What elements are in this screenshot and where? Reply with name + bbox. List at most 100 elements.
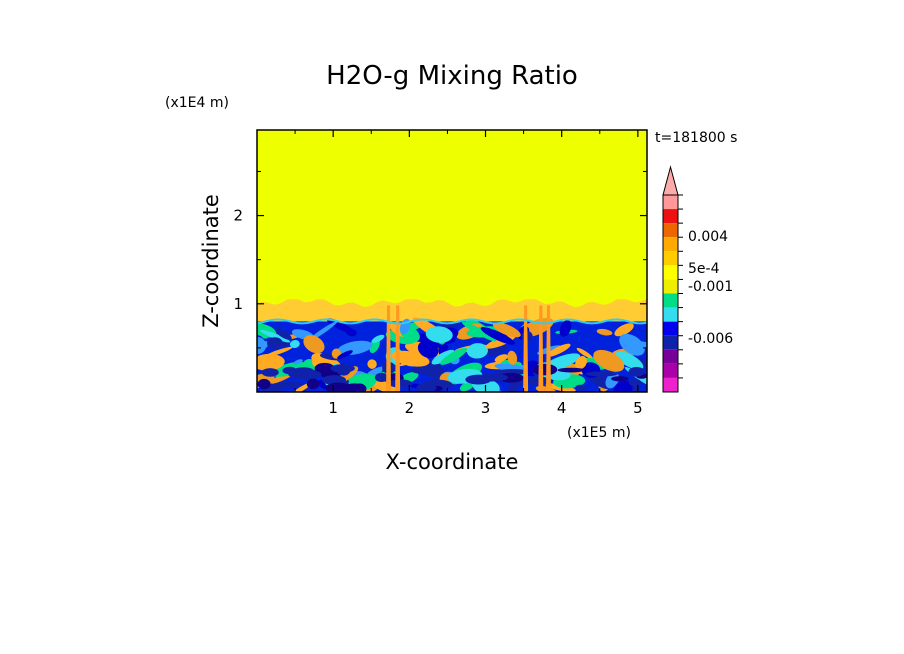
field-blob	[260, 330, 291, 343]
field-blob	[257, 353, 285, 371]
colorbar-frame	[662, 194, 679, 393]
field-blob	[480, 327, 516, 345]
colorbar-level	[663, 307, 678, 322]
colorbar-level	[663, 195, 678, 210]
colorbar-extend-arrow	[662, 165, 679, 196]
field-blob	[321, 375, 347, 385]
field-blob	[585, 371, 618, 377]
field-blob	[615, 351, 644, 370]
field-blob	[293, 359, 303, 365]
field-blob	[416, 382, 437, 392]
chart-title: H2O-g Mixing Ratio	[326, 61, 578, 91]
x-unit-label: (x1E5 m)	[567, 425, 631, 441]
field-blob	[371, 334, 385, 343]
field-blob	[374, 372, 389, 383]
field-blob	[593, 349, 625, 372]
field-blob	[342, 383, 367, 392]
colorbar-level	[663, 363, 678, 378]
field-blob	[345, 328, 357, 337]
colorbar-level	[663, 293, 678, 308]
field-blob	[410, 366, 443, 375]
field-blob	[330, 364, 355, 373]
field-blob	[628, 366, 645, 377]
y-tick-label: 1	[233, 295, 243, 313]
colorbar-level	[663, 209, 678, 224]
field-blob	[612, 380, 633, 392]
field-blob	[261, 368, 279, 377]
field-blob	[288, 369, 322, 380]
colorbar-level	[663, 265, 678, 280]
field-plume	[395, 305, 401, 392]
field-blob	[575, 384, 587, 390]
x-tick-label: 1	[328, 399, 338, 417]
field-blob	[605, 372, 619, 389]
field-blob	[492, 322, 521, 338]
field-blob	[619, 333, 645, 356]
field-blob	[391, 350, 430, 367]
field-blob	[337, 340, 373, 355]
colorbar-level	[663, 321, 678, 336]
field-plume	[538, 305, 544, 392]
field-blob	[257, 378, 271, 390]
colorbar-level	[663, 349, 678, 364]
colorbar-level	[663, 377, 678, 392]
field-plume	[386, 305, 392, 392]
field-blob	[314, 362, 335, 375]
time-label: t=181800 s	[655, 130, 737, 146]
field-blob	[496, 369, 529, 375]
field-blob	[461, 321, 497, 342]
y-axis: 12	[233, 170, 647, 349]
field-blob	[431, 349, 455, 365]
field-blob	[306, 378, 320, 390]
field-blob	[417, 340, 439, 359]
field-blob	[366, 366, 387, 377]
colorbar-label: 0.004	[688, 229, 728, 245]
field-blob	[425, 326, 453, 343]
colorbar: 0.004 5e-4 -0.001 -0.006	[662, 165, 733, 393]
field-blob	[546, 343, 571, 357]
field-blob	[611, 376, 629, 382]
field-blob	[614, 323, 634, 337]
field-blob	[303, 335, 325, 354]
field-ragged-edge	[257, 293, 647, 308]
field-blob	[459, 381, 474, 392]
y-unit-label: (x1E4 m)	[165, 95, 229, 111]
x-tick-label: 3	[481, 399, 491, 417]
field-blob	[532, 363, 558, 376]
colorbar-level	[663, 237, 678, 252]
field-blob	[559, 320, 572, 337]
field-blob	[477, 373, 509, 382]
colorbar-label: -0.006	[688, 331, 733, 347]
x-tick-label: 4	[557, 399, 567, 417]
field-blob	[367, 359, 377, 369]
x-tick-label: 5	[633, 399, 643, 417]
colorbar-level	[663, 279, 678, 294]
colorbar-level	[663, 251, 678, 266]
plot-frame	[256, 129, 648, 393]
field-blob	[275, 328, 292, 340]
y-axis-label: Z-coordinate	[199, 194, 223, 328]
field-blob	[494, 354, 508, 363]
colorbar-level	[663, 335, 678, 350]
field-plume	[545, 305, 551, 392]
colorbar-label: 5e-4	[688, 261, 720, 277]
x-axis: 1 2 3 4 5	[294, 130, 643, 417]
field-blob	[545, 383, 576, 392]
field-blob	[629, 378, 642, 387]
y-tick-label: 2	[233, 207, 243, 225]
plot-area	[257, 130, 647, 392]
field-blob	[507, 350, 518, 365]
field-blob	[557, 367, 585, 373]
field-blob	[575, 356, 588, 370]
colorbar-label: -0.001	[688, 279, 733, 295]
field-blob	[596, 328, 613, 336]
field-blob	[289, 340, 300, 348]
field-blob	[466, 343, 488, 359]
field-blob	[267, 337, 283, 350]
field-blob	[337, 350, 353, 359]
colorbar-level	[663, 223, 678, 238]
field-blob	[440, 347, 468, 365]
field-blob	[388, 379, 413, 388]
field-blob	[278, 381, 302, 388]
